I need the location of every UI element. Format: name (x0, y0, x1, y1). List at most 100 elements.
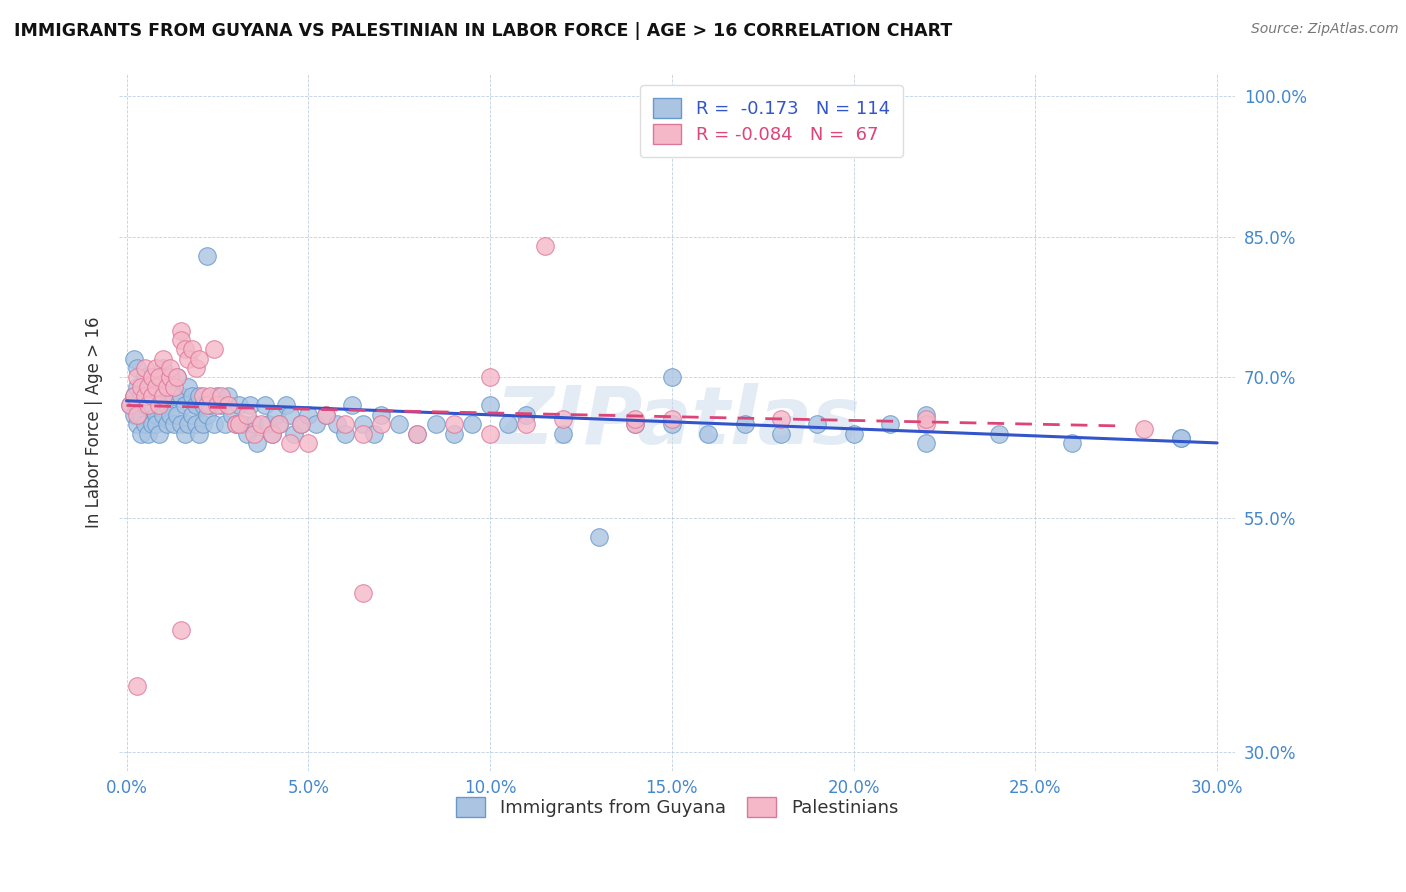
Point (235, 408, 257, 422)
Point (122, 389, 145, 403)
Point (406, 426, 429, 441)
Point (155, 417, 177, 432)
Point (340, 399, 363, 413)
Point (177, 417, 200, 432)
Point (145, 380, 167, 394)
Point (122, 351, 145, 366)
Point (370, 408, 392, 422)
Point (250, 417, 273, 432)
Point (188, 351, 211, 366)
Point (134, 370, 156, 384)
Point (304, 417, 326, 432)
Point (129, 408, 152, 422)
Point (138, 399, 160, 413)
Point (134, 361, 156, 376)
Point (217, 399, 239, 413)
Point (661, 417, 683, 432)
Point (315, 408, 337, 422)
Point (134, 417, 156, 432)
Point (496, 417, 519, 432)
Point (232, 417, 254, 432)
Point (269, 417, 291, 432)
Point (181, 343, 204, 357)
Point (363, 426, 385, 441)
Point (155, 399, 177, 413)
Point (217, 389, 239, 403)
Point (333, 426, 356, 441)
Point (134, 389, 156, 403)
Point (235, 426, 257, 441)
Point (209, 389, 232, 403)
Point (127, 417, 149, 432)
Point (159, 408, 181, 422)
Point (152, 351, 174, 366)
Point (479, 370, 502, 384)
Point (141, 417, 163, 432)
Point (479, 399, 502, 413)
Point (388, 417, 411, 432)
Point (461, 417, 484, 432)
Point (1170, 431, 1192, 445)
Point (138, 380, 160, 394)
Point (148, 426, 170, 441)
Point (191, 389, 214, 403)
Point (148, 399, 170, 413)
Point (242, 417, 264, 432)
Point (352, 417, 374, 432)
Point (352, 426, 374, 441)
Point (842, 426, 865, 441)
Point (138, 389, 160, 403)
Point (661, 370, 683, 384)
Point (181, 389, 204, 403)
Point (697, 426, 720, 441)
Point (159, 361, 181, 376)
Point (278, 408, 301, 422)
Point (122, 408, 145, 422)
Point (163, 380, 186, 394)
Point (221, 408, 243, 422)
Point (1133, 422, 1156, 436)
Point (141, 370, 163, 384)
Point (661, 412, 683, 426)
Point (181, 408, 204, 422)
Point (202, 417, 225, 432)
Point (734, 417, 756, 432)
Point (129, 389, 152, 403)
Point (443, 417, 465, 432)
Point (1170, 431, 1192, 445)
Point (624, 417, 647, 432)
Point (170, 417, 193, 432)
Point (315, 408, 337, 422)
Point (915, 412, 938, 426)
Point (155, 380, 177, 394)
Point (152, 389, 174, 403)
Point (170, 324, 193, 338)
Point (159, 380, 181, 394)
Point (184, 361, 207, 376)
Point (120, 399, 142, 413)
Point (260, 426, 283, 441)
Point (177, 380, 200, 394)
Point (198, 389, 221, 403)
Point (246, 436, 269, 450)
Point (152, 389, 174, 403)
Point (127, 399, 149, 413)
Point (138, 426, 160, 441)
Point (184, 399, 207, 413)
Text: IMMIGRANTS FROM GUYANA VS PALESTINIAN IN LABOR FORCE | AGE > 16 CORRELATION CHAR: IMMIGRANTS FROM GUYANA VS PALESTINIAN IN… (14, 22, 952, 40)
Point (228, 399, 250, 413)
Point (173, 399, 195, 413)
Point (122, 389, 145, 403)
Point (127, 361, 149, 376)
Point (915, 436, 938, 450)
Point (173, 426, 195, 441)
Point (769, 426, 792, 441)
Point (177, 351, 200, 366)
Point (198, 399, 221, 413)
Point (145, 408, 167, 422)
Point (145, 417, 167, 432)
Point (624, 412, 647, 426)
Point (333, 417, 356, 432)
Point (184, 417, 207, 432)
Text: Source: ZipAtlas.com: Source: ZipAtlas.com (1251, 22, 1399, 37)
